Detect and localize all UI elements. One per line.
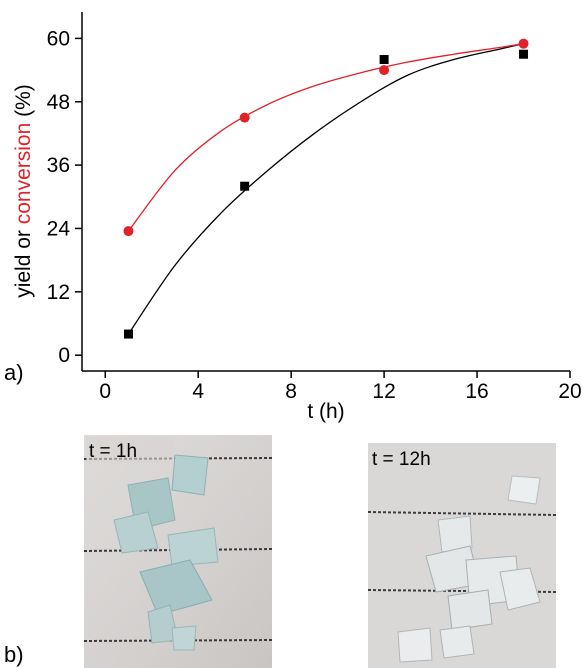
x-axis-title: t (h) bbox=[307, 400, 344, 423]
y-tick-label: 48 bbox=[47, 91, 70, 114]
photo-1h-label: t = 1h bbox=[89, 441, 137, 462]
x-tick-label: 16 bbox=[465, 380, 488, 403]
data-point-square bbox=[379, 55, 389, 65]
photo-12h-label: t = 12h bbox=[372, 449, 431, 470]
data-point-circle bbox=[518, 38, 529, 49]
y-axis-title-part-conversion: conversion bbox=[12, 123, 35, 225]
fit-curve-series-1 bbox=[127, 43, 524, 335]
data-point-circle bbox=[123, 226, 134, 237]
y-axis-title: yield or conversion (%) bbox=[12, 84, 35, 298]
x-tick-label: 8 bbox=[285, 380, 297, 403]
panel-label-a: a) bbox=[4, 360, 24, 385]
x-tick-label: 0 bbox=[99, 380, 111, 403]
y-tick-label: 12 bbox=[47, 281, 70, 304]
fit-curve-series-2 bbox=[127, 43, 524, 232]
x-tick-label: 4 bbox=[192, 380, 204, 403]
data-point-circle bbox=[239, 112, 250, 123]
y-axis-title-part-3: (%) bbox=[12, 84, 35, 123]
y-tick-label: 60 bbox=[47, 27, 70, 50]
x-tick-label: 12 bbox=[372, 380, 395, 403]
data-point-square bbox=[519, 49, 529, 59]
y-axis-title-part-1: yield or bbox=[12, 224, 35, 298]
data-point-square bbox=[240, 181, 250, 191]
y-tick-label: 36 bbox=[47, 154, 70, 177]
panel-label-b: b) bbox=[4, 642, 24, 667]
data-points bbox=[123, 38, 529, 339]
photo-12h: t = 12h bbox=[367, 443, 557, 668]
fit-curves bbox=[127, 43, 524, 335]
data-point-circle bbox=[379, 65, 390, 76]
y-tick-label: 0 bbox=[58, 344, 70, 367]
photo-1h: t = 1h bbox=[83, 435, 273, 668]
y-ticks: 0 12 24 36 48 60 bbox=[47, 27, 82, 367]
x-ticks: 0 4 8 12 16 20 bbox=[99, 371, 582, 403]
y-tick-label: 24 bbox=[47, 217, 71, 240]
x-tick-label: 20 bbox=[558, 380, 581, 403]
data-point-square bbox=[123, 329, 133, 339]
